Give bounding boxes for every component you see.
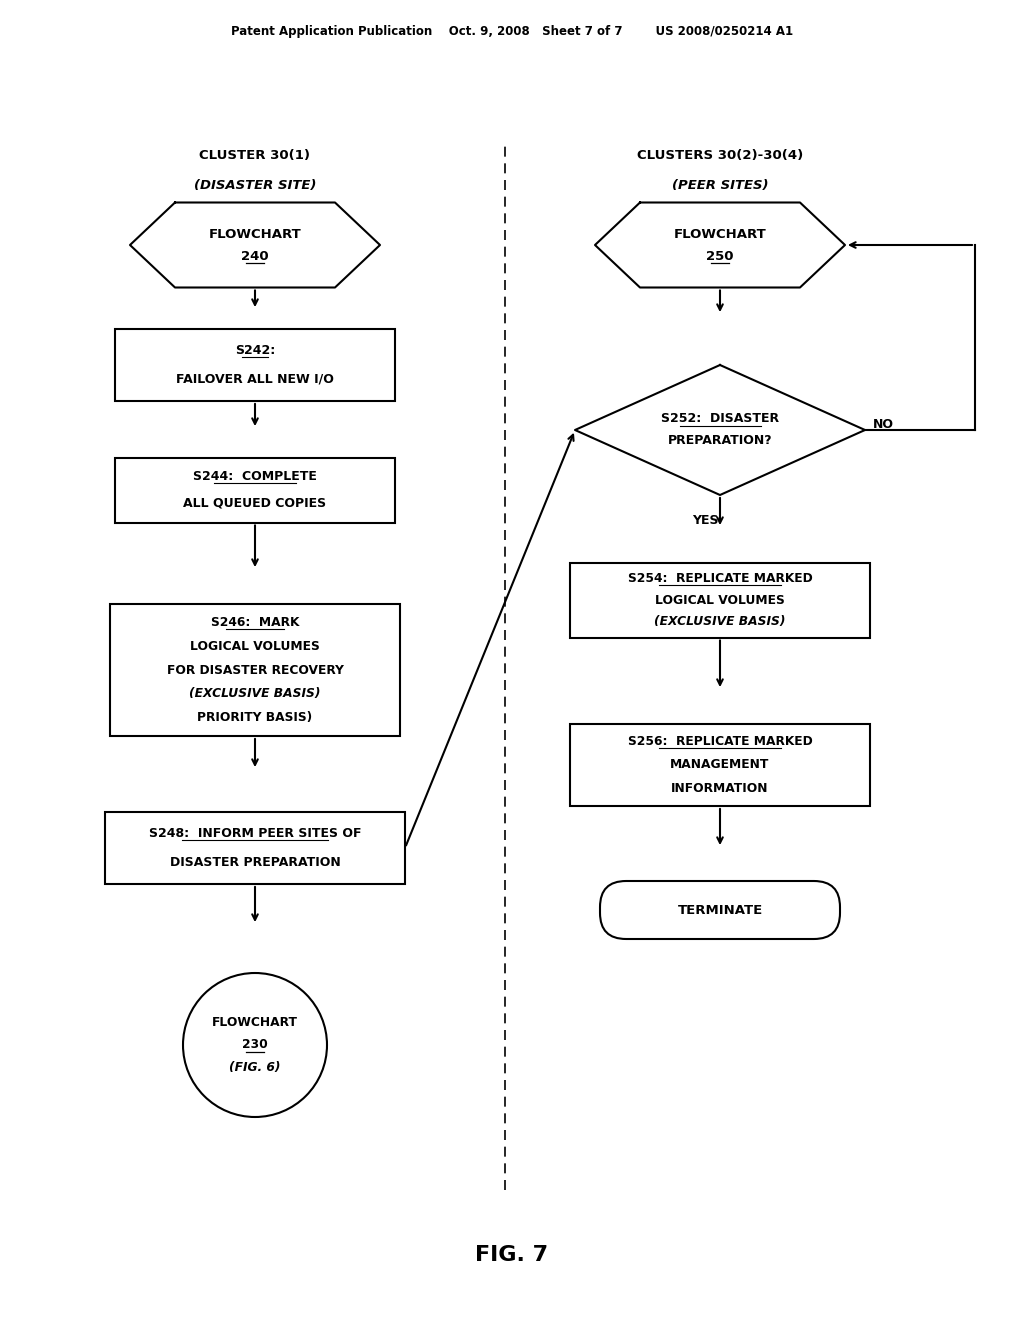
- Text: TERMINATE: TERMINATE: [677, 903, 763, 916]
- Text: LOGICAL VOLUMES: LOGICAL VOLUMES: [655, 594, 784, 606]
- Text: S242:: S242:: [234, 345, 275, 358]
- FancyBboxPatch shape: [115, 458, 395, 523]
- Text: 250: 250: [707, 249, 734, 263]
- Text: S248:  INFORM PEER SITES OF: S248: INFORM PEER SITES OF: [148, 828, 361, 840]
- Text: INFORMATION: INFORMATION: [672, 781, 769, 795]
- Text: S246:  MARK: S246: MARK: [211, 615, 299, 628]
- Text: S252:  DISASTER: S252: DISASTER: [660, 412, 779, 425]
- Text: (FIG. 6): (FIG. 6): [229, 1060, 281, 1073]
- Text: MANAGEMENT: MANAGEMENT: [671, 759, 770, 771]
- Text: PRIORITY BASIS): PRIORITY BASIS): [198, 711, 312, 725]
- Text: FOR DISASTER RECOVERY: FOR DISASTER RECOVERY: [167, 664, 343, 676]
- Text: ALL QUEUED COPIES: ALL QUEUED COPIES: [183, 496, 327, 510]
- FancyBboxPatch shape: [600, 880, 840, 939]
- Text: S244:  COMPLETE: S244: COMPLETE: [194, 470, 317, 483]
- Text: LOGICAL VOLUMES: LOGICAL VOLUMES: [190, 639, 319, 652]
- FancyBboxPatch shape: [570, 723, 870, 807]
- Circle shape: [183, 973, 327, 1117]
- Text: CLUSTER 30(1): CLUSTER 30(1): [200, 149, 310, 161]
- Text: FLOWCHART: FLOWCHART: [212, 1016, 298, 1030]
- Text: NO: NO: [873, 418, 894, 432]
- FancyBboxPatch shape: [115, 329, 395, 401]
- Text: (PEER SITES): (PEER SITES): [672, 178, 768, 191]
- Text: S256:  REPLICATE MARKED: S256: REPLICATE MARKED: [628, 735, 812, 748]
- FancyBboxPatch shape: [110, 605, 400, 737]
- Polygon shape: [595, 202, 845, 288]
- FancyBboxPatch shape: [570, 562, 870, 638]
- Polygon shape: [130, 202, 380, 288]
- Text: FLOWCHART: FLOWCHART: [209, 227, 301, 240]
- Text: FIG. 7: FIG. 7: [475, 1245, 549, 1265]
- Text: (EXCLUSIVE BASIS): (EXCLUSIVE BASIS): [189, 688, 321, 701]
- FancyBboxPatch shape: [105, 812, 406, 884]
- Text: (DISASTER SITE): (DISASTER SITE): [194, 178, 316, 191]
- Text: 230: 230: [242, 1039, 268, 1052]
- Text: CLUSTERS 30(2)-30(4): CLUSTERS 30(2)-30(4): [637, 149, 803, 161]
- Text: (EXCLUSIVE BASIS): (EXCLUSIVE BASIS): [654, 615, 785, 628]
- Polygon shape: [575, 366, 865, 495]
- Text: FLOWCHART: FLOWCHART: [674, 227, 766, 240]
- Text: PREPARATION?: PREPARATION?: [668, 434, 772, 447]
- Text: 240: 240: [242, 249, 269, 263]
- Text: FAILOVER ALL NEW I/O: FAILOVER ALL NEW I/O: [176, 372, 334, 385]
- Text: YES: YES: [692, 513, 718, 527]
- Text: Patent Application Publication    Oct. 9, 2008   Sheet 7 of 7        US 2008/025: Patent Application Publication Oct. 9, 2…: [231, 25, 793, 38]
- Text: DISASTER PREPARATION: DISASTER PREPARATION: [170, 855, 340, 869]
- Text: S254:  REPLICATE MARKED: S254: REPLICATE MARKED: [628, 572, 812, 585]
